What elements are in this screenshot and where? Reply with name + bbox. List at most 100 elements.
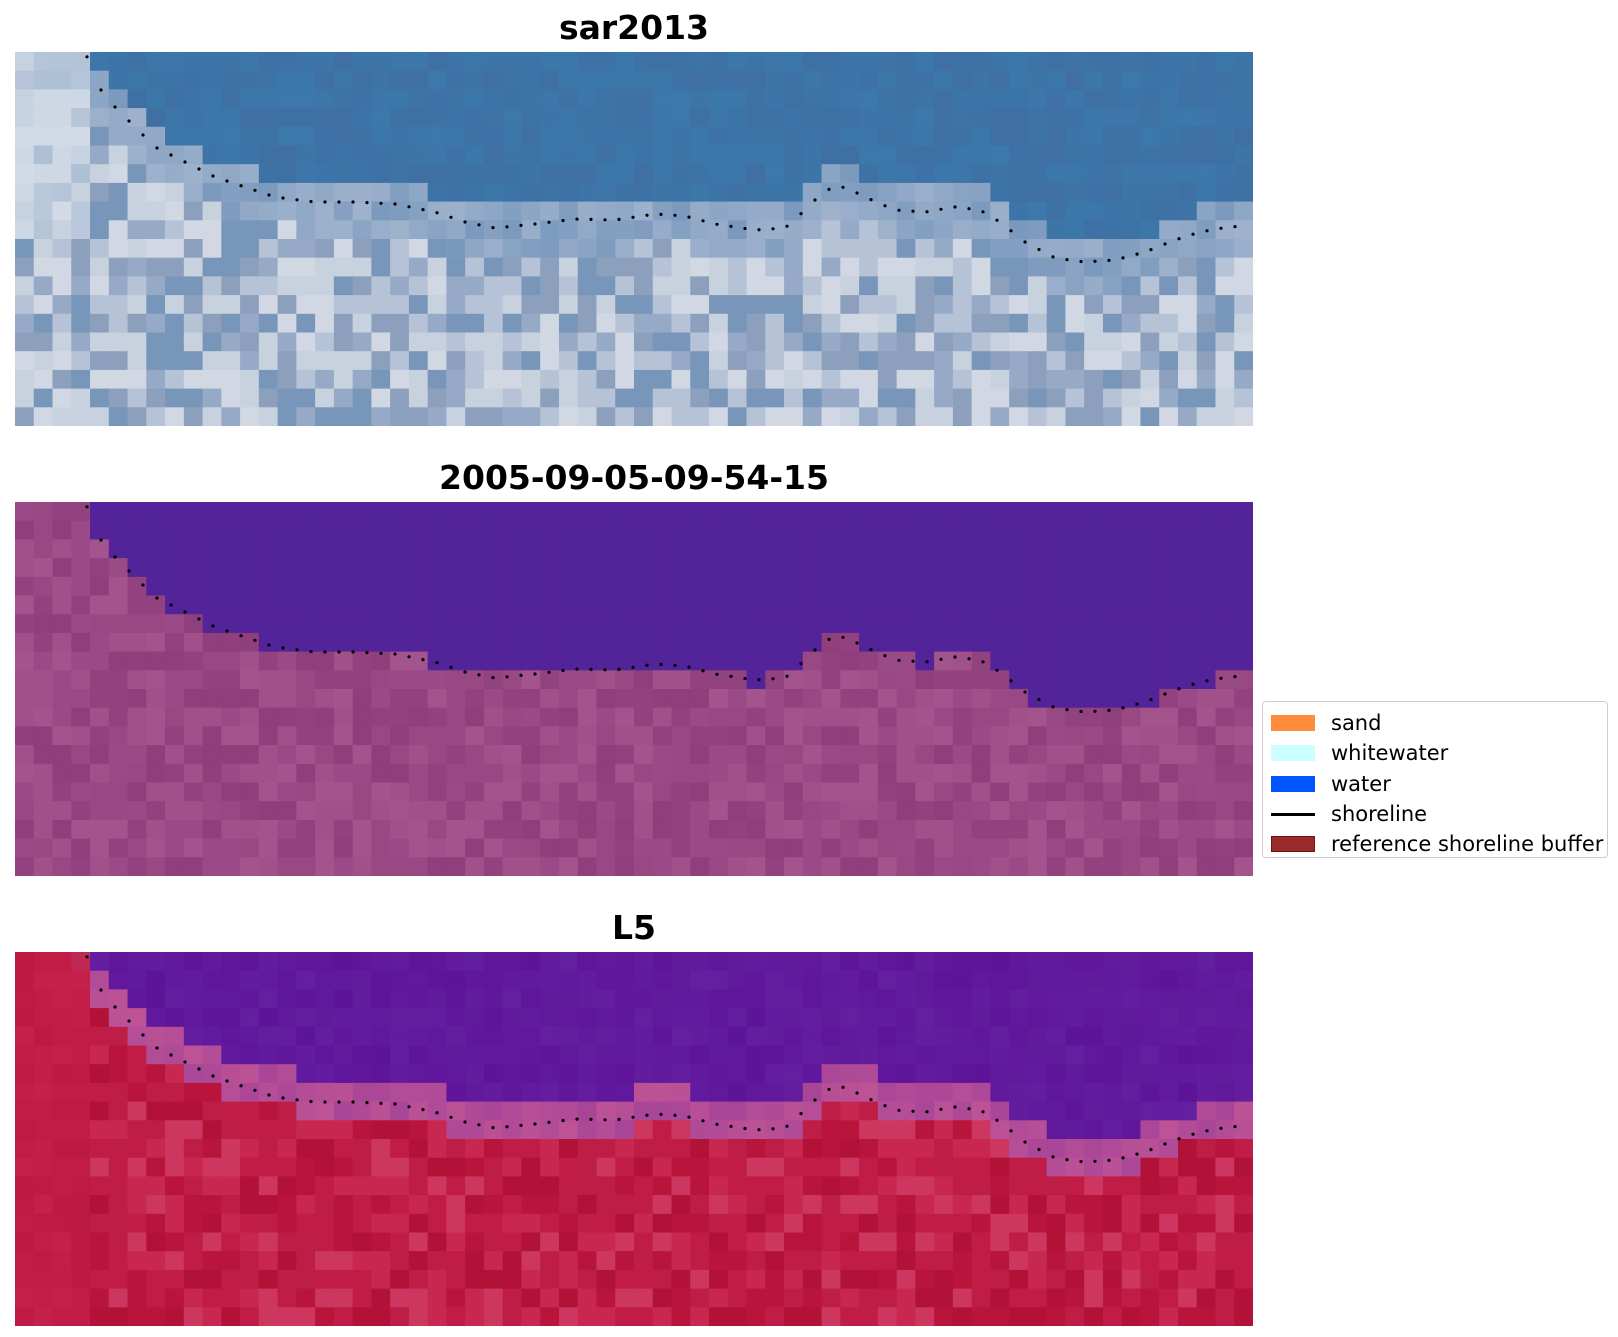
pixel-cell [821, 201, 841, 221]
pixel-cell [1084, 313, 1104, 334]
pixel-cell [784, 1307, 804, 1326]
pixel-cell [277, 763, 297, 784]
pixel-cell [690, 1139, 710, 1159]
pixel-cell [371, 1307, 391, 1326]
pixel-cell [90, 182, 110, 203]
pixel-cell [90, 651, 110, 671]
pixel-cell [146, 857, 166, 876]
pixel-cell [277, 239, 297, 259]
pixel-cell [671, 989, 691, 1009]
pixel-cell [221, 1139, 241, 1159]
pixel-cell [165, 1232, 185, 1252]
pixel-cell [202, 295, 222, 315]
pixel-cell [1009, 276, 1029, 296]
pixel-cell [746, 707, 766, 727]
pixel-cell [596, 89, 616, 109]
pixel-cell [90, 819, 110, 840]
pixel-cell [1009, 1082, 1029, 1103]
pixel-cell [408, 126, 429, 147]
pixel-cell [1215, 502, 1235, 522]
pixel-cell [709, 1269, 729, 1290]
pixel-cell [596, 1157, 616, 1177]
pixel-cell [183, 952, 204, 972]
pixel-cell [877, 1269, 898, 1290]
pixel-cell [15, 726, 35, 746]
pixel-cell [127, 126, 147, 147]
pixel-cell [221, 782, 241, 802]
pixel-cell [202, 520, 222, 540]
pixel-cell [802, 726, 823, 746]
pixel-cell [615, 295, 635, 315]
pixel-cell [165, 1120, 185, 1140]
pixel-cell [596, 970, 616, 990]
legend: sand whitewater water shoreline referenc… [1262, 701, 1608, 858]
pixel-cell [352, 1251, 372, 1271]
pixel-cell [221, 1045, 241, 1065]
pixel-cell [577, 952, 598, 972]
pixel-cell [540, 745, 560, 765]
shoreline-point [771, 227, 775, 231]
pixel-cell [390, 182, 410, 203]
pixel-cell [746, 520, 766, 540]
pixel-cell [784, 970, 804, 990]
pixel-cell [634, 164, 654, 184]
pixel-cell [165, 295, 185, 315]
pixel-cell [596, 819, 616, 840]
pixel-cell [221, 1307, 241, 1326]
pixel-cell [596, 745, 616, 765]
pixel-cell [690, 1232, 710, 1252]
pixel-cell [408, 108, 429, 128]
pixel-cell [352, 388, 372, 408]
pixel-cell [390, 52, 410, 72]
pixel-cell [746, 89, 766, 109]
shoreline-point [925, 210, 929, 214]
pixel-cell [1140, 1176, 1160, 1196]
pixel-cell [727, 164, 748, 184]
pixel-cell [183, 89, 204, 109]
shoreline-point [295, 648, 299, 652]
pixel-cell [15, 276, 35, 296]
pixel-cell [558, 952, 579, 972]
pixel-cell [258, 1026, 279, 1047]
pixel-cell [277, 502, 297, 522]
pixel-cell [221, 819, 241, 840]
pixel-cell [802, 1176, 823, 1196]
pixel-cell [1009, 388, 1029, 408]
pixel-cell [296, 351, 316, 371]
pixel-cell [240, 801, 260, 821]
pixel-cell [277, 520, 297, 540]
pixel-cell [52, 1176, 72, 1196]
pixel-cell [634, 239, 654, 259]
sand-swatch [1271, 715, 1315, 732]
pixel-cell [1234, 1082, 1253, 1103]
pixel-cell [33, 1251, 54, 1271]
pixel-cell [165, 782, 185, 802]
pixel-cell [15, 1195, 35, 1215]
pixel-cell [746, 989, 766, 1009]
pixel-cell [915, 52, 935, 72]
pixel-cell [971, 857, 991, 876]
pixel-cell [202, 1139, 222, 1159]
shoreline-point [99, 988, 103, 992]
pixel-cell [802, 1008, 823, 1028]
pixel-cell [784, 407, 804, 426]
pixel-cell [352, 614, 372, 634]
pixel-cell [408, 407, 429, 426]
pixel-cell [990, 1288, 1010, 1308]
pixel-cell [446, 670, 466, 690]
shoreline-point [435, 661, 439, 665]
pixel-cell [1065, 295, 1085, 315]
pixel-cell [709, 182, 729, 203]
pixel-cell [1159, 257, 1179, 277]
pixel-cell [483, 1307, 504, 1326]
pixel-cell [896, 1176, 916, 1196]
pixel-cell [1234, 576, 1253, 597]
pixel-cell [1027, 819, 1048, 840]
pixel-cell [33, 763, 54, 784]
pixel-cell [840, 745, 860, 765]
pixel-cell [390, 1008, 410, 1028]
pixel-cell [521, 388, 541, 408]
pixel-cell [1215, 763, 1235, 784]
shoreline-point [281, 1096, 285, 1100]
pixel-cell [840, 1176, 860, 1196]
